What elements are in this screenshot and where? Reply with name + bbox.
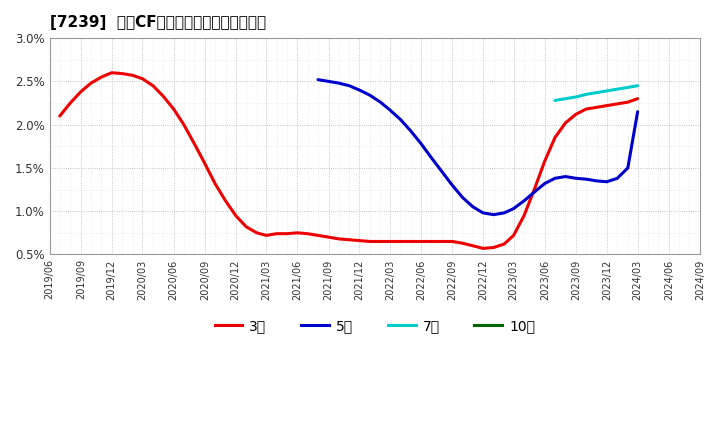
Text: [7239]  営業CFマージンの標準偏差の推移: [7239] 営業CFマージンの標準偏差の推移 bbox=[50, 15, 266, 30]
Legend: 3年, 5年, 7年, 10年: 3年, 5年, 7年, 10年 bbox=[209, 313, 541, 338]
